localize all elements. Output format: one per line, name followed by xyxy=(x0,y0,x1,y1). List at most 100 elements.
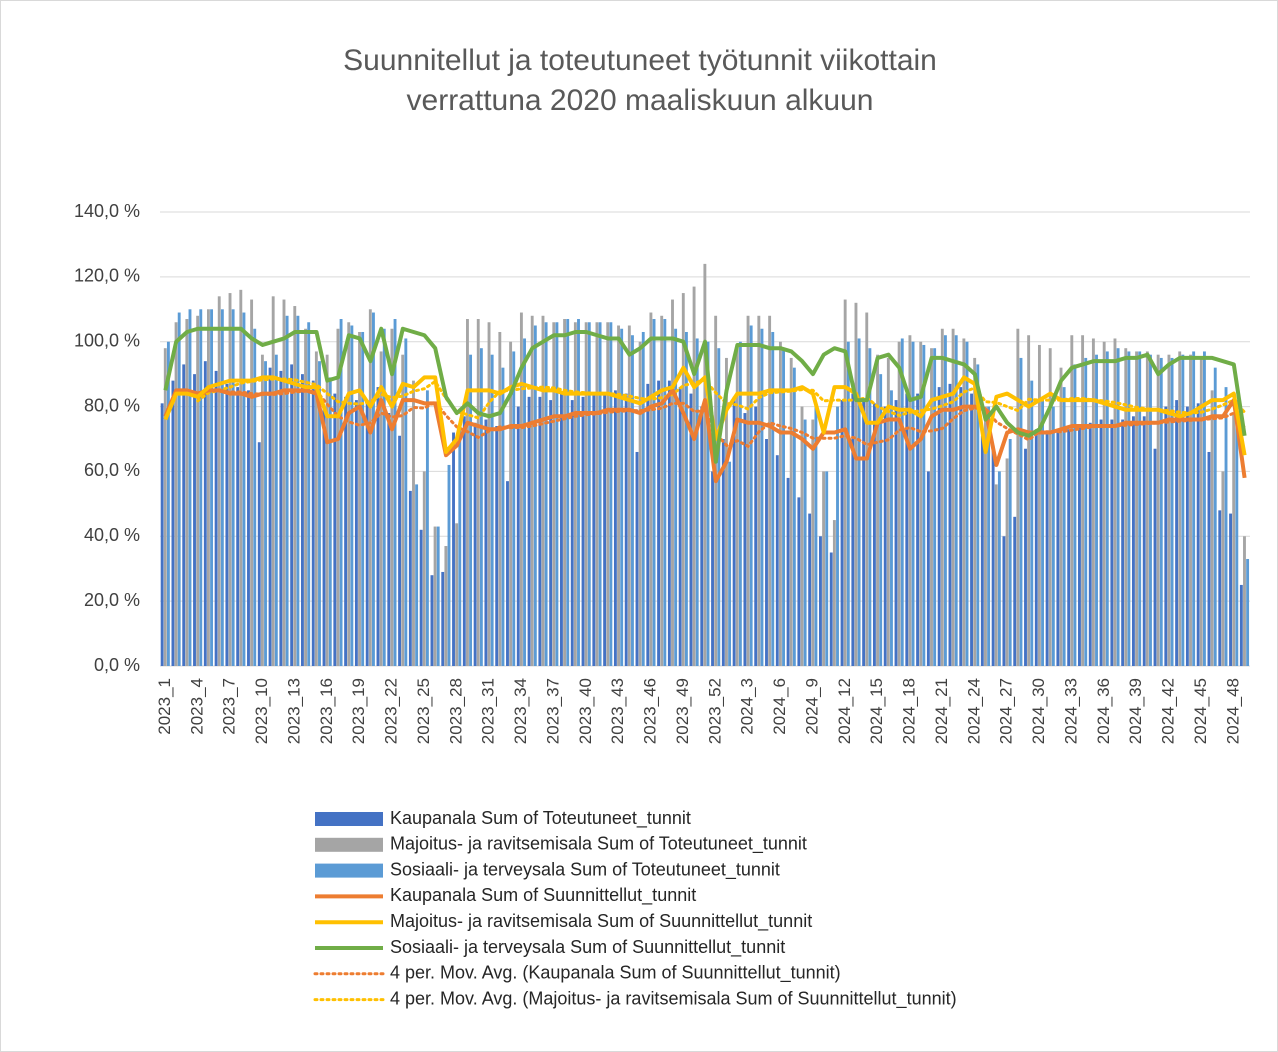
bar xyxy=(911,341,915,666)
bar xyxy=(1110,419,1114,666)
bar xyxy=(638,341,642,666)
legend-label: Majoitus- ja ravitsemisala Sum of Toteut… xyxy=(390,834,807,855)
bar xyxy=(868,348,872,666)
bar xyxy=(452,432,455,666)
x-tick-label: 2023_52 xyxy=(705,678,724,744)
x-tick-label: 2023_22 xyxy=(382,678,401,744)
bar xyxy=(916,393,920,666)
bar xyxy=(538,396,542,666)
bar xyxy=(314,351,318,666)
bar xyxy=(466,319,469,666)
bar xyxy=(930,348,933,666)
line xyxy=(163,326,1247,464)
bar xyxy=(1073,364,1077,666)
bar xyxy=(865,312,869,666)
bar xyxy=(728,461,732,666)
bar xyxy=(206,309,210,666)
bar xyxy=(354,400,358,666)
bar xyxy=(325,354,329,666)
bar xyxy=(754,406,758,666)
bar xyxy=(231,309,235,666)
bar xyxy=(1229,513,1232,666)
x-tick-label: 2024_21 xyxy=(932,678,951,744)
bar xyxy=(1199,357,1203,666)
bar xyxy=(304,328,308,666)
bar xyxy=(976,364,980,666)
bar xyxy=(217,296,221,666)
bar xyxy=(1084,357,1088,666)
bar xyxy=(926,471,930,666)
legend-label: 4 per. Mov. Avg. (Majoitus- ja ravitsemi… xyxy=(390,988,957,1009)
bar xyxy=(1170,357,1174,666)
bar xyxy=(260,354,264,666)
bar xyxy=(819,536,822,666)
y-tick-label: 0,0 % xyxy=(94,655,140,675)
bar xyxy=(984,406,987,666)
bar xyxy=(1037,344,1041,666)
bar xyxy=(613,390,617,666)
x-tick-label: 2023_16 xyxy=(317,678,336,744)
bar xyxy=(573,322,577,666)
bar xyxy=(1159,357,1163,666)
y-tick-label: 120,0 % xyxy=(74,266,140,286)
bar xyxy=(814,406,818,666)
bar xyxy=(296,315,300,666)
bar xyxy=(214,370,218,666)
bar xyxy=(570,400,574,666)
bar xyxy=(228,293,232,666)
bar xyxy=(552,322,556,666)
bar xyxy=(1048,348,1052,666)
bar xyxy=(1067,429,1071,666)
bar xyxy=(1095,354,1098,666)
bar xyxy=(425,390,429,666)
bar xyxy=(962,338,966,666)
bar xyxy=(786,477,790,666)
bar xyxy=(239,289,243,666)
bar xyxy=(1156,354,1160,666)
chart-title: Suunnitellut ja toteutuneet työtunnit vi… xyxy=(343,44,937,77)
x-tick-label: 2024_15 xyxy=(867,678,886,744)
bar xyxy=(1041,400,1044,666)
line xyxy=(163,388,1247,484)
bar xyxy=(862,400,866,666)
bar xyxy=(897,341,901,666)
bar xyxy=(290,364,294,666)
bar xyxy=(1019,357,1023,666)
legend-label: Majoitus- ja ravitsemisala Sum of Suunni… xyxy=(390,911,812,932)
bar xyxy=(1243,536,1246,666)
bar xyxy=(1145,351,1149,666)
bar xyxy=(836,406,839,666)
bar xyxy=(829,552,833,666)
bar xyxy=(609,322,613,666)
bar xyxy=(671,299,674,666)
bar xyxy=(973,357,977,666)
bar xyxy=(1153,448,1157,666)
bar xyxy=(447,464,451,666)
bar xyxy=(1149,354,1152,666)
bar xyxy=(318,361,321,666)
y-tick-label: 80,0 % xyxy=(84,395,140,415)
bar xyxy=(404,338,408,666)
bar xyxy=(822,471,826,666)
x-tick-label: 2024_45 xyxy=(1191,678,1210,744)
bar xyxy=(430,575,434,666)
legend-label: Sosiaali- ja terveysala Sum of Toteutune… xyxy=(390,859,780,880)
bar xyxy=(689,393,693,666)
x-tick-label: 2024_42 xyxy=(1159,678,1178,744)
bar xyxy=(188,309,192,666)
bar xyxy=(595,322,599,666)
bar xyxy=(678,387,682,666)
bar xyxy=(1167,354,1171,666)
bar xyxy=(700,406,704,666)
bar xyxy=(174,322,178,666)
bar xyxy=(1030,380,1034,666)
bar xyxy=(789,357,793,666)
bar xyxy=(1185,406,1189,666)
bar xyxy=(527,396,531,666)
bar xyxy=(242,312,246,666)
bar xyxy=(387,413,391,666)
bar xyxy=(959,387,963,666)
x-tick-label: 2023_43 xyxy=(608,678,627,744)
bar xyxy=(1113,338,1117,666)
bar xyxy=(825,471,829,666)
